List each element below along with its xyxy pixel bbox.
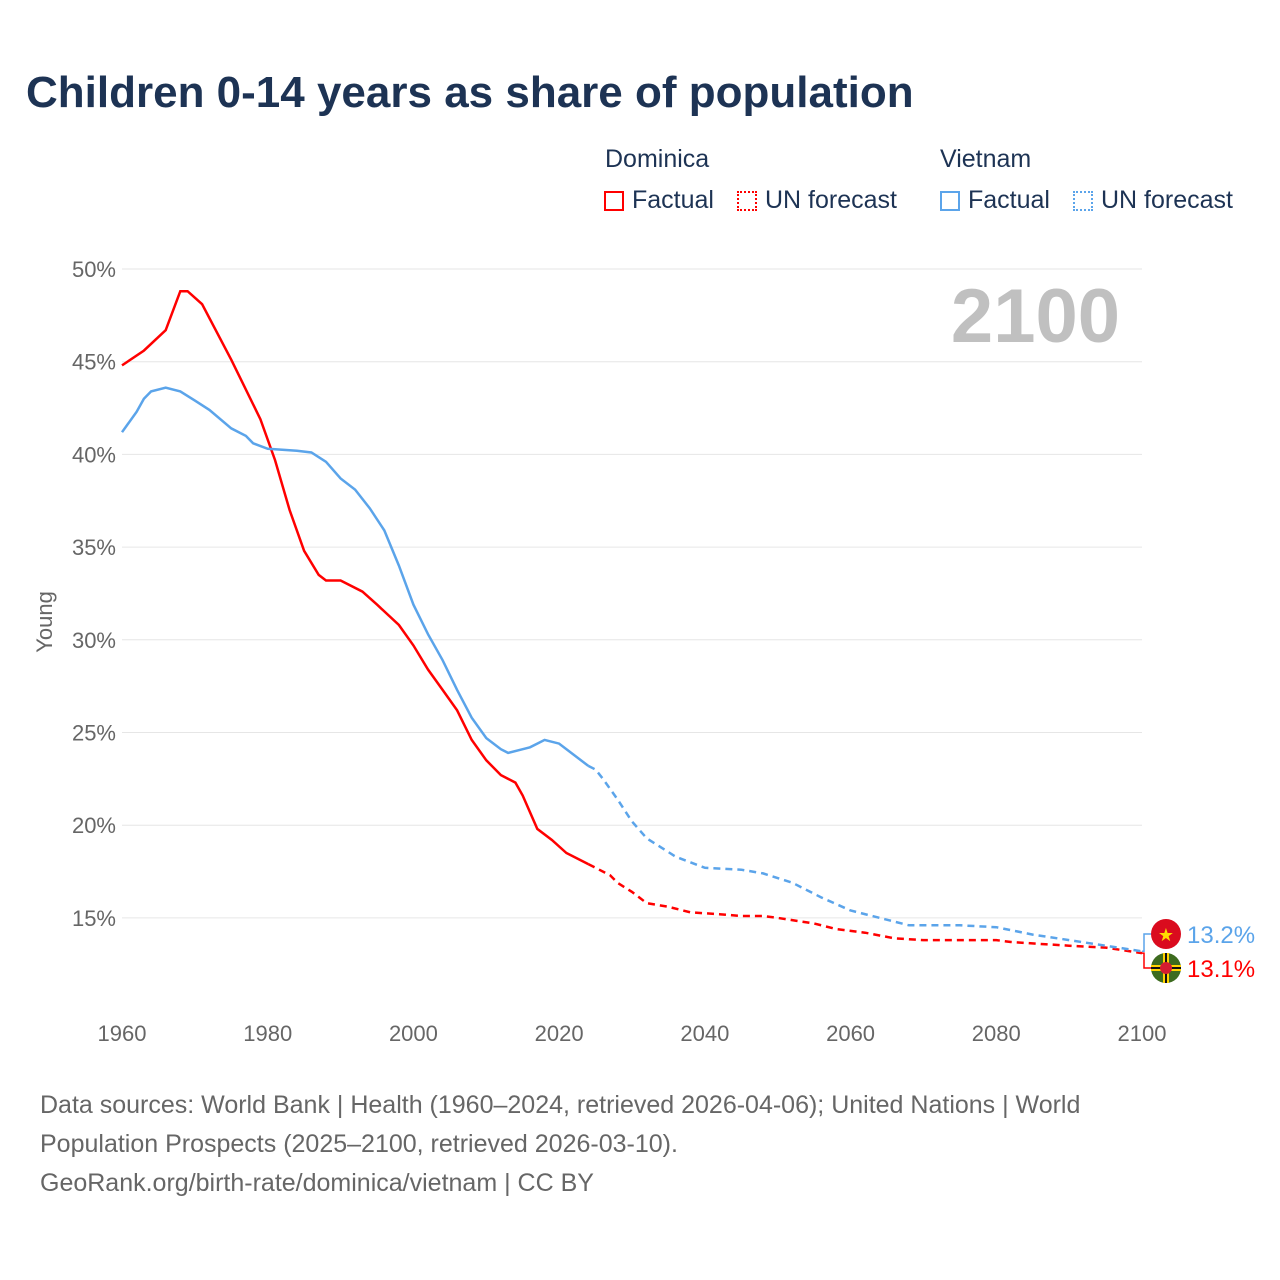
x-tick-label: 1960 (98, 1021, 147, 1046)
legend-label: UN forecast (1101, 186, 1233, 214)
legend-dominica-title: Dominica (605, 145, 710, 173)
y-tick-label: 45% (72, 350, 116, 375)
vietnam-forecast-line (587, 764, 1143, 953)
footer-line: Population Prospects (2025–2100, retriev… (40, 1130, 678, 1158)
legend-dominica-forecast[interactable]: UN forecast (737, 186, 897, 215)
legend-swatch (940, 191, 960, 211)
y-tick-label: 40% (72, 442, 116, 467)
x-tick-label: 2060 (826, 1021, 875, 1046)
footer-link[interactable]: GeoRank.org/birth-rate/dominica/vietnam … (40, 1169, 594, 1197)
footer-line: Data sources: World Bank | Health (1960–… (40, 1091, 1081, 1119)
end-connector (1142, 933, 1152, 953)
vietnam-factual-line (120, 386, 590, 767)
end-value-label: 13.1% (1187, 956, 1255, 983)
end-connector (1142, 952, 1152, 969)
x-tick-label: 2000 (389, 1021, 438, 1046)
x-tick-label: 2100 (1118, 1021, 1167, 1046)
x-tick-label: 2040 (680, 1021, 729, 1046)
dominica-forecast-line (587, 862, 1143, 955)
chart-title: Children 0-14 years as share of populati… (26, 68, 914, 117)
y-tick-label: 30% (72, 628, 116, 653)
y-axis-label: Young (32, 591, 57, 653)
star-icon: ★ (1158, 925, 1174, 945)
legend-dominica-factual[interactable]: Factual (604, 186, 714, 215)
y-tick-label: 25% (72, 721, 116, 746)
y-tick-label: 20% (72, 813, 116, 838)
x-tick-label: 2080 (972, 1021, 1021, 1046)
footer-sources: Data sources: World Bank | Health (1960–… (40, 1086, 1240, 1203)
y-tick-label: 50% (72, 257, 116, 282)
x-tick-label: 2020 (535, 1021, 584, 1046)
dominica-factual-line (121, 289, 589, 866)
vietnam-flag-icon (1151, 919, 1181, 949)
y-tick-label: 35% (72, 535, 116, 560)
flag-disc (1160, 962, 1172, 974)
legend-label: UN forecast (765, 186, 897, 214)
year-watermark: 2100 (951, 274, 1120, 359)
legend-swatch (1073, 191, 1093, 211)
legend-swatch (604, 191, 624, 211)
x-tick-label: 1980 (243, 1021, 292, 1046)
legend-label: Factual (968, 186, 1050, 214)
legend-swatch (737, 191, 757, 211)
legend-vietnam-forecast[interactable]: UN forecast (1073, 186, 1233, 215)
legend-label: Factual (632, 186, 714, 214)
end-value-label: 13.2% (1187, 922, 1255, 949)
legend-vietnam-factual[interactable]: Factual (940, 186, 1050, 215)
legend-vietnam-title: Vietnam (940, 145, 1032, 173)
y-tick-label: 15% (72, 906, 116, 931)
